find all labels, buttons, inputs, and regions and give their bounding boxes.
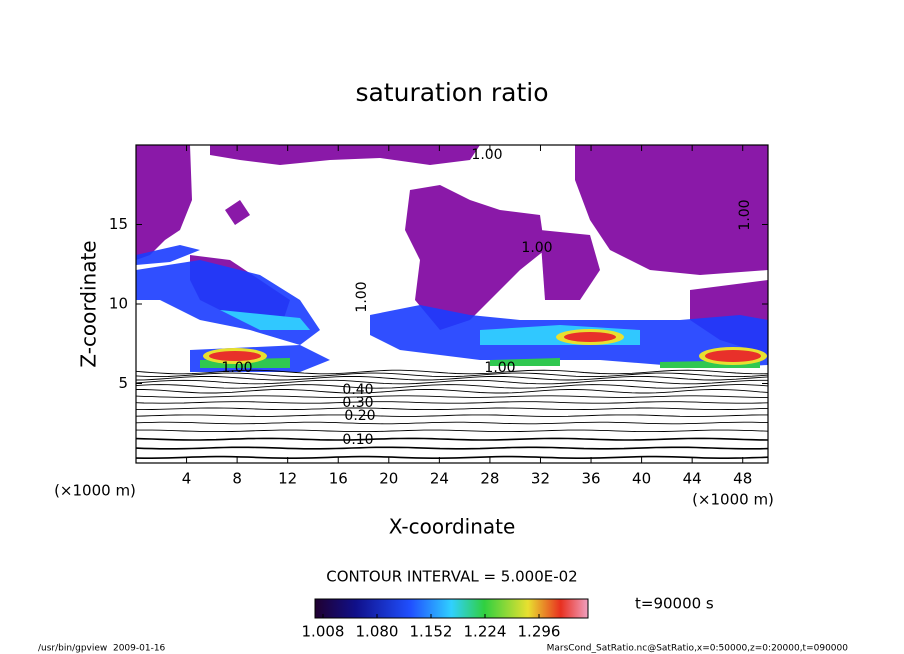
time-label: t=90000 s — [635, 595, 714, 613]
y-tick-label: 15 — [109, 215, 128, 233]
isoline — [136, 467, 768, 469]
x-tick-label: 48 — [733, 470, 752, 488]
colorbar-tick-label: 1.296 — [518, 623, 561, 641]
contour-label: 1.00 — [737, 199, 753, 230]
colorbar-tick-label: 1.080 — [356, 623, 399, 641]
isoline — [136, 372, 768, 378]
colorbar-tick-label: 1.152 — [410, 623, 453, 641]
footer-right: MarsCond_SatRatio.nc@SatRatio,x=0:50000,… — [547, 644, 849, 654]
contour-label: 1.00 — [484, 360, 515, 376]
x-unit: (×1000 m) — [692, 491, 774, 509]
x-tick-label: 44 — [683, 470, 702, 488]
isoline — [136, 401, 768, 404]
isoline — [136, 429, 768, 433]
x-tick-label: 28 — [480, 470, 499, 488]
isoline — [136, 421, 768, 425]
footer-left: /usr/bin/gpview 2009-01-16 — [38, 644, 166, 654]
x-tick-label: 40 — [632, 470, 651, 488]
isoline — [136, 395, 768, 398]
contour-label: 0.40 — [342, 382, 373, 398]
y-axis-label: Z-coordinate — [77, 240, 101, 367]
contour-label: 0.10 — [342, 432, 373, 448]
x-tick-label: 20 — [379, 470, 398, 488]
contour-label: 0.30 — [342, 395, 373, 411]
isoline — [136, 437, 768, 441]
x-tick-label: 8 — [232, 470, 242, 488]
y-tick-label: 5 — [118, 374, 128, 392]
contour-label: 1.00 — [354, 281, 370, 312]
isoline — [136, 379, 768, 385]
colorbar-tick-label: 1.008 — [302, 623, 345, 641]
isoline — [136, 375, 768, 381]
isoline — [136, 389, 768, 394]
y-unit: (×1000 m) — [54, 482, 136, 500]
isoline — [136, 446, 768, 450]
colorbar — [314, 598, 589, 619]
contour-label: 1.00 — [521, 240, 552, 256]
x-tick-label: 4 — [182, 470, 192, 488]
isoline — [136, 414, 768, 417]
x-axis-label: X-coordinate — [389, 515, 516, 539]
x-tick-label: 24 — [430, 470, 449, 488]
isoline — [136, 407, 768, 411]
chart-title: saturation ratio — [355, 78, 548, 107]
y-tick-label: 10 — [109, 295, 128, 313]
contour-label: 1.00 — [221, 360, 252, 376]
isoline — [136, 455, 768, 460]
contour-label: 0.20 — [344, 408, 375, 424]
contour-interval: CONTOUR INTERVAL = 5.000E-02 — [326, 568, 577, 586]
x-tick-label: 36 — [581, 470, 600, 488]
x-tick-label: 16 — [329, 470, 348, 488]
contour-field — [136, 145, 768, 469]
x-tick-label: 32 — [531, 470, 550, 488]
isoline — [136, 384, 768, 389]
colorbar-tick-label: 1.224 — [464, 623, 507, 641]
x-tick-label: 12 — [278, 470, 297, 488]
contour-label: 1.00 — [471, 147, 502, 163]
isoline — [136, 369, 768, 375]
